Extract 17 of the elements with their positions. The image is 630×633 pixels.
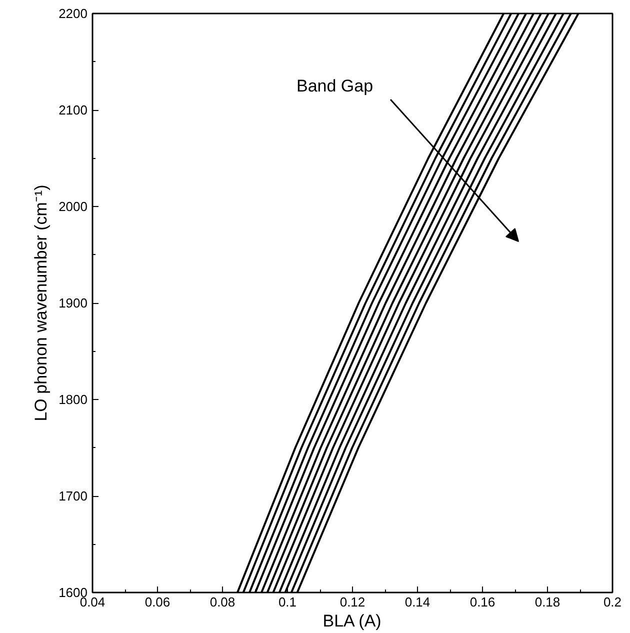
x-axis-title: BLA (A): [322, 612, 382, 630]
x-tick-label: 0.08: [210, 594, 236, 610]
x-tick-label: 0.06: [144, 594, 170, 610]
x-tick-label: 0.18: [534, 594, 560, 610]
y-tick-label: 2100: [58, 102, 88, 118]
y-tick-label: 2200: [58, 6, 88, 21]
x-tick-label: 0.2: [603, 594, 622, 610]
x-tick-label: 0.1: [278, 594, 297, 610]
x-tick-label: 0.12: [340, 594, 366, 610]
y-tick-label: 2000: [58, 199, 88, 214]
x-tick-label: 0.16: [470, 594, 496, 610]
annotation: Band Gap: [296, 76, 374, 96]
y-tick-label: 1800: [58, 392, 88, 407]
y-tick-label: 1700: [58, 488, 88, 504]
x-tick-label: 0.14: [404, 594, 430, 610]
y-tick-label: 1900: [58, 296, 88, 310]
y-axis-title: LO phonon wavenumber (cm⁻¹): [32, 184, 51, 422]
